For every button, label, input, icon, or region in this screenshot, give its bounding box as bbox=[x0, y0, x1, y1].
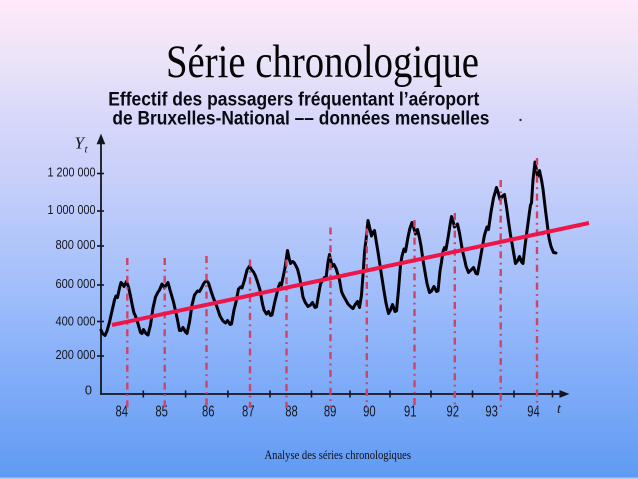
svg-text:de Bruxelles-National –– donné: de Bruxelles-National –– données mensuel… bbox=[112, 108, 489, 129]
svg-text:t: t bbox=[85, 144, 89, 156]
svg-text:84: 84 bbox=[115, 404, 128, 421]
svg-text:87: 87 bbox=[242, 404, 255, 421]
svg-text:92: 92 bbox=[446, 404, 459, 421]
svg-text:Analyse des séries chronologiq: Analyse des séries chronologiques bbox=[265, 448, 412, 462]
svg-text:93: 93 bbox=[485, 404, 498, 421]
svg-text:1 200 000: 1 200 000 bbox=[48, 164, 96, 179]
svg-text:400 000: 400 000 bbox=[56, 314, 96, 329]
svg-text:200 000: 200 000 bbox=[56, 347, 96, 362]
svg-text:Y: Y bbox=[75, 134, 86, 153]
svg-text:94: 94 bbox=[527, 404, 540, 421]
svg-text:Série chronologique: Série chronologique bbox=[166, 36, 479, 88]
svg-text:89: 89 bbox=[324, 404, 337, 421]
svg-text:0: 0 bbox=[85, 383, 92, 398]
svg-text:1 000 000: 1 000 000 bbox=[48, 202, 96, 217]
svg-text:91: 91 bbox=[404, 404, 417, 421]
svg-text:88: 88 bbox=[285, 404, 298, 421]
svg-text:600 000: 600 000 bbox=[56, 276, 96, 291]
svg-text:Effectif des passagers fréquen: Effectif des passagers fréquentant l’aér… bbox=[108, 89, 480, 110]
svg-text:800 000: 800 000 bbox=[56, 237, 96, 252]
svg-text:85: 85 bbox=[155, 404, 168, 421]
svg-text:86: 86 bbox=[202, 404, 215, 421]
svg-text:t: t bbox=[557, 402, 562, 417]
svg-text:90: 90 bbox=[363, 404, 376, 421]
